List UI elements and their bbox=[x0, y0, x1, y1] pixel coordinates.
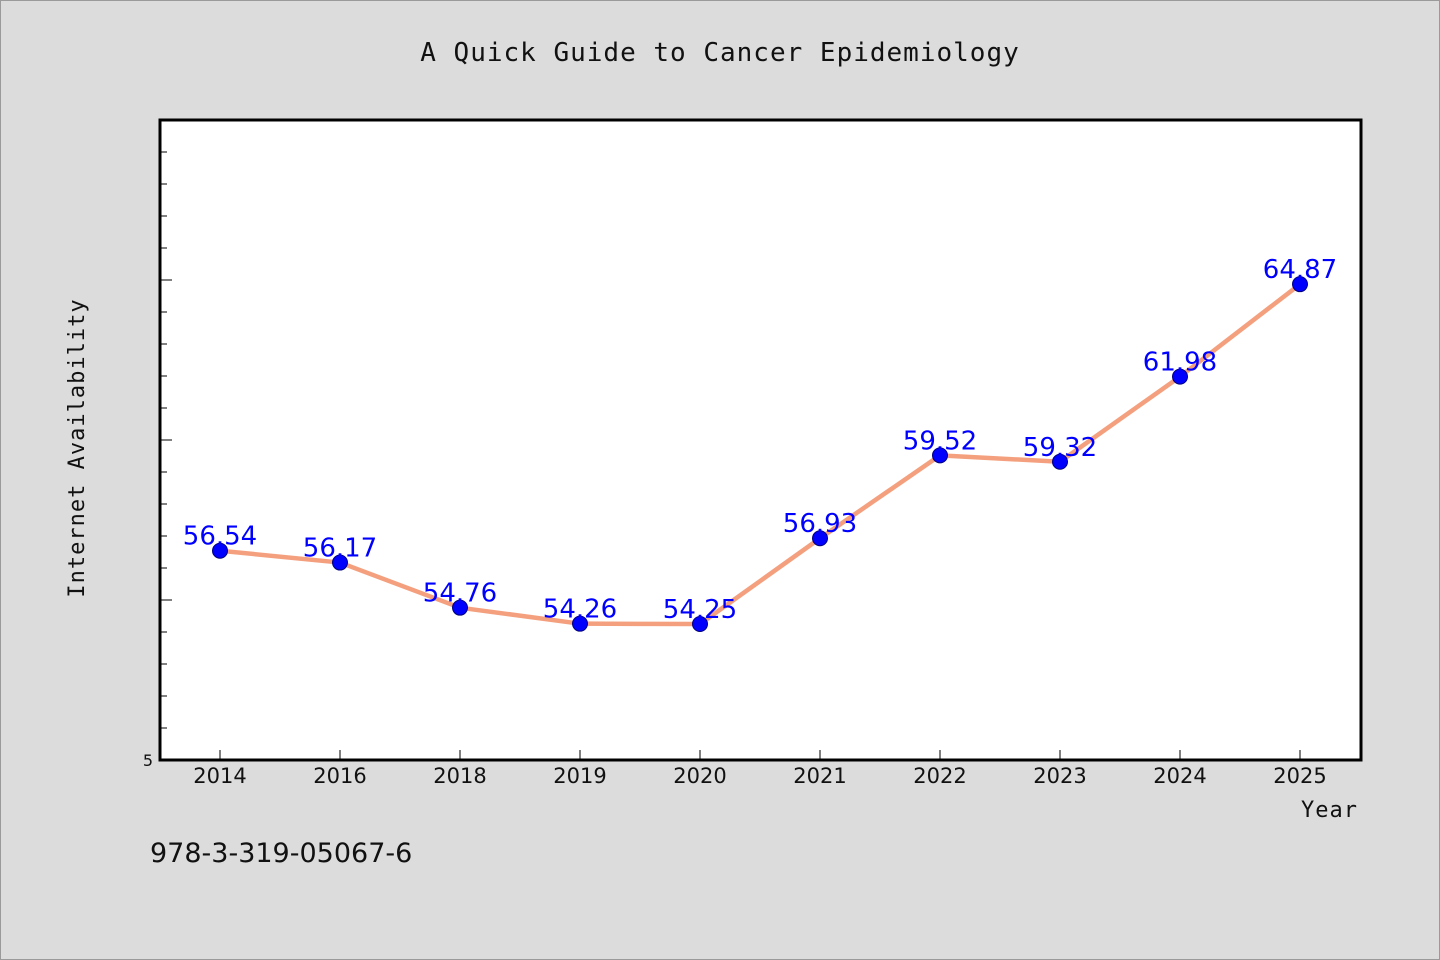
x-tick-label: 2021 bbox=[793, 764, 846, 788]
data-label: 61.98 bbox=[1143, 348, 1217, 378]
marker-layer bbox=[212, 276, 1308, 632]
data-point bbox=[812, 530, 828, 547]
data-label: 54.26 bbox=[543, 595, 617, 625]
data-point bbox=[572, 615, 588, 632]
data-label: 56.93 bbox=[783, 509, 857, 539]
x-tick-label: 2024 bbox=[1153, 764, 1206, 788]
series-line bbox=[217, 281, 1303, 627]
plot-border bbox=[158, 118, 1363, 762]
x-tick-label: 2018 bbox=[433, 764, 486, 788]
data-label: 56.17 bbox=[303, 534, 377, 564]
data-label: 59.52 bbox=[903, 426, 977, 456]
y-axis-title: Internet Availability bbox=[65, 298, 90, 597]
data-point bbox=[932, 447, 948, 464]
data-point bbox=[452, 599, 468, 616]
x-axis-ticks: 2014 2016 2018 2019 2020 2021 2022 2023 2024 2025 bbox=[193, 750, 1327, 788]
data-point bbox=[1172, 368, 1188, 385]
y-tick-label: 5 bbox=[143, 751, 153, 770]
series-layer bbox=[217, 281, 1303, 627]
data-label: 54.76 bbox=[423, 579, 497, 609]
x-tick-label: 2023 bbox=[1033, 764, 1086, 788]
x-tick-label: 2022 bbox=[913, 764, 966, 788]
data-point bbox=[332, 554, 348, 571]
x-tick-label: 2016 bbox=[313, 764, 366, 788]
isbn-footer: 978-3-319-05067-6 bbox=[150, 838, 412, 869]
chart-title: A Quick Guide to Cancer Epidemiology bbox=[420, 38, 1020, 68]
x-tick-label: 2020 bbox=[673, 764, 726, 788]
data-label: 59.32 bbox=[1023, 433, 1097, 463]
data-point bbox=[1052, 453, 1068, 470]
data-label-layer: 56.54 56.17 54.76 54.26 54.25 56.93 59.52 59.32… bbox=[183, 255, 1337, 625]
x-tick-label: 2025 bbox=[1273, 764, 1326, 788]
data-point bbox=[692, 616, 708, 632]
x-tick-label: 2019 bbox=[553, 764, 606, 788]
plot-area bbox=[160, 120, 1361, 760]
data-label: 56.54 bbox=[183, 522, 257, 552]
data-point bbox=[212, 542, 228, 559]
data-label: 54.25 bbox=[663, 595, 737, 625]
x-tick-label: 2014 bbox=[193, 764, 246, 788]
data-label: 64.87 bbox=[1263, 255, 1337, 285]
x-axis-title: Year bbox=[1301, 798, 1358, 823]
data-point bbox=[1292, 276, 1308, 293]
